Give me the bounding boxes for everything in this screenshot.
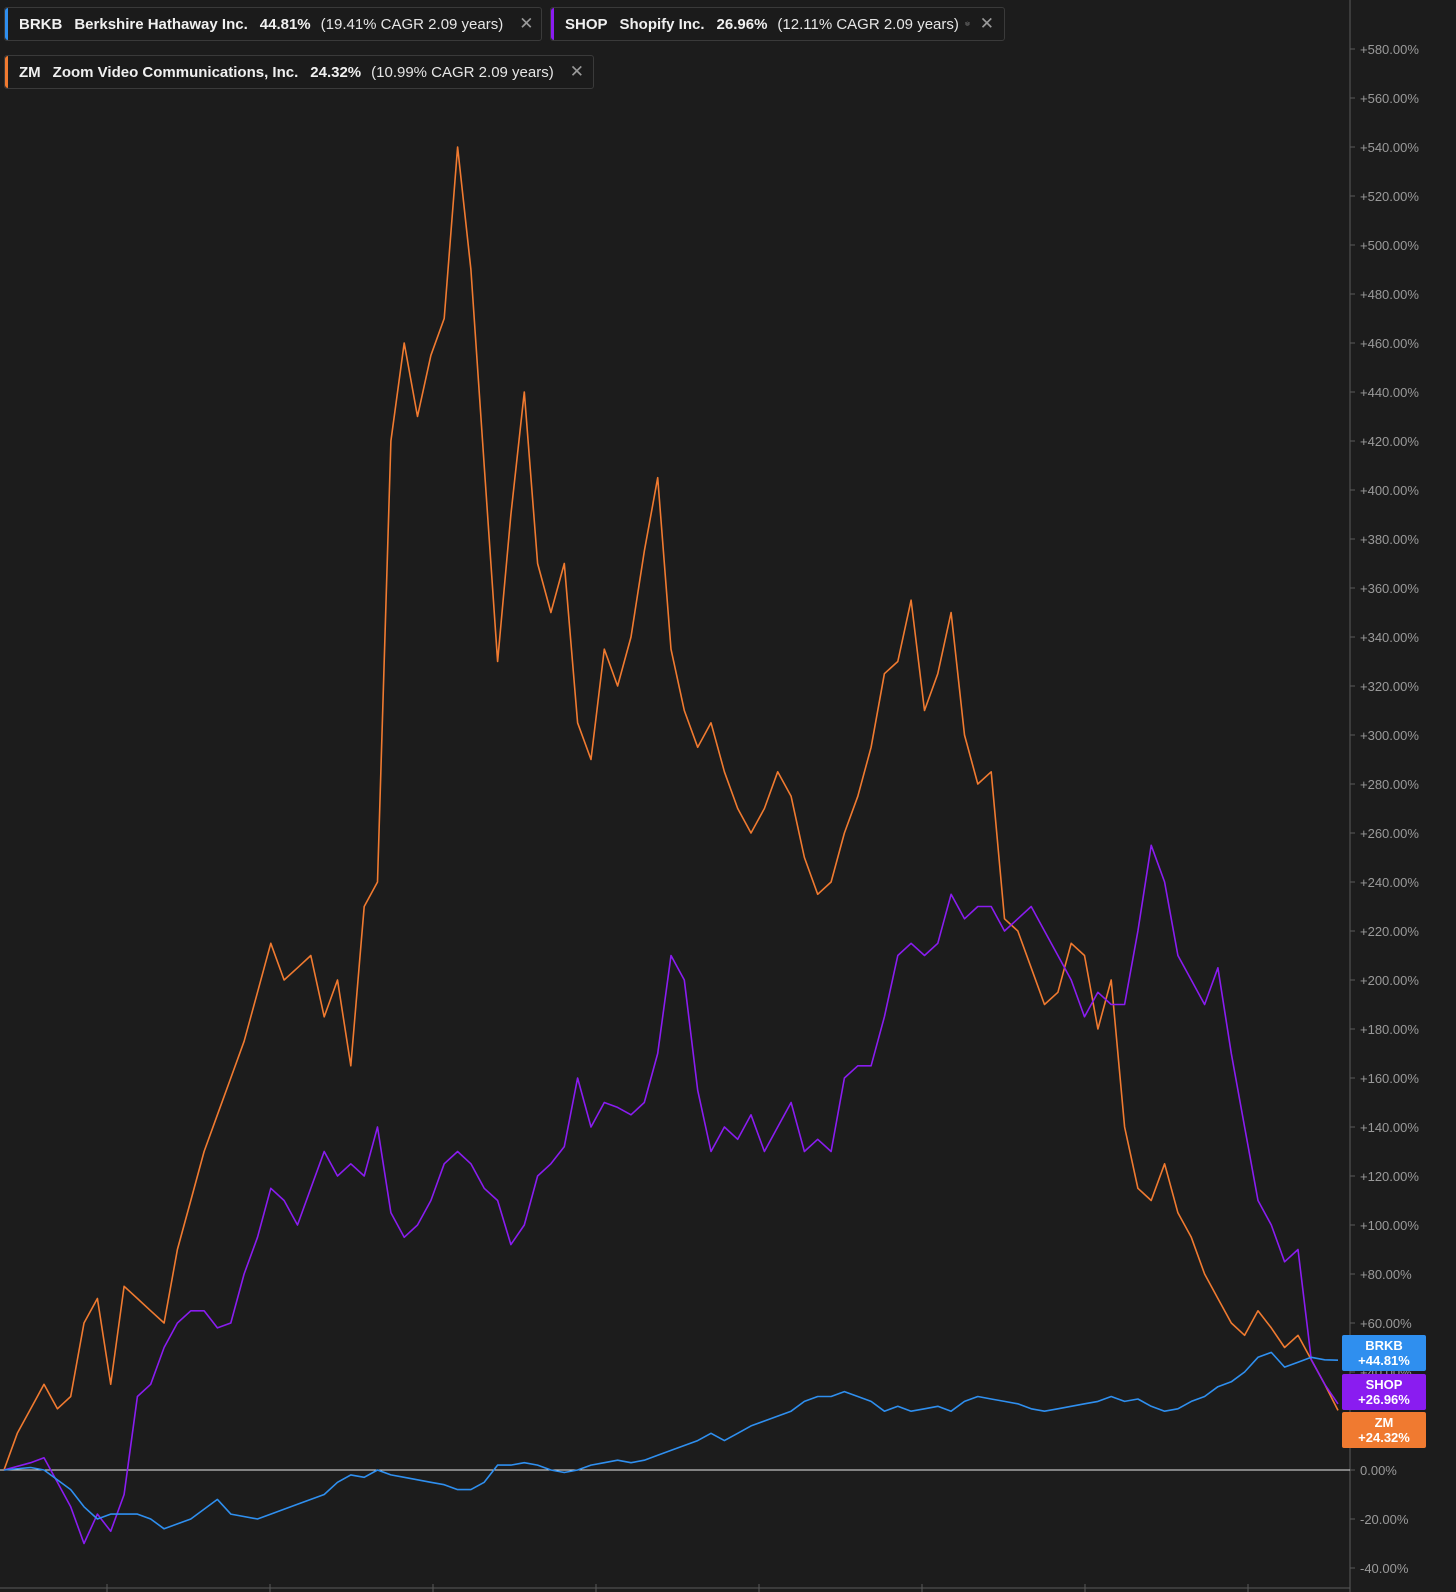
y-tick-label: +200.00%: [1360, 973, 1419, 988]
end-label-value: +26.96%: [1358, 1392, 1410, 1407]
series-color-swatch: [5, 56, 8, 88]
legend-symbol: SHOP: [565, 15, 608, 33]
y-tick-label: +480.00%: [1360, 287, 1419, 302]
y-tick-label: +580.00%: [1360, 42, 1419, 57]
y-tick-label: +220.00%: [1360, 924, 1419, 939]
y-tick-label: +260.00%: [1360, 826, 1419, 841]
legend-chip-shop[interactable]: SHOP Shopify Inc. 26.96% (12.11% CAGR 2.…: [550, 7, 1005, 41]
legend-name: Zoom Video Communications, Inc.: [52, 63, 299, 81]
end-label-symbol: SHOP: [1365, 1377, 1403, 1392]
y-tick-label: +120.00%: [1360, 1169, 1419, 1184]
y-tick-label: +300.00%: [1360, 728, 1419, 743]
legend-return: 24.32%: [310, 63, 362, 81]
series-color-swatch: [551, 8, 554, 40]
legend-name: Shopify Inc.: [619, 15, 705, 33]
end-label-symbol: BRKB: [1365, 1338, 1403, 1353]
end-label-symbol: ZM: [1374, 1415, 1394, 1430]
legend-chip-brkb[interactable]: BRKB Berkshire Hathaway Inc. 44.81% (19.…: [4, 7, 542, 41]
y-tick-label: +360.00%: [1360, 581, 1419, 596]
y-tick-label: +460.00%: [1360, 336, 1419, 351]
y-tick-label: +560.00%: [1360, 91, 1419, 106]
end-label-shop: SHOP +26.96%: [1342, 1374, 1426, 1410]
y-tick-label: +380.00%: [1360, 532, 1419, 547]
series-lines: [3, 146, 1339, 1545]
y-tick-label: +160.00%: [1360, 1071, 1419, 1086]
y-tick-label: +80.00%: [1360, 1267, 1412, 1282]
end-label-value: +24.32%: [1358, 1430, 1410, 1445]
stack-icon[interactable]: [964, 17, 970, 31]
y-tick-label: 0.00%: [1360, 1463, 1397, 1478]
legend-cagr: (10.99% CAGR 2.09 years): [371, 63, 554, 81]
close-icon[interactable]: ✕: [979, 14, 994, 33]
legend-name: Berkshire Hathaway Inc.: [74, 15, 248, 33]
end-label-zm: ZM +24.32%: [1342, 1412, 1426, 1448]
y-tick-label: +240.00%: [1360, 875, 1419, 890]
y-tick-label: +340.00%: [1360, 630, 1419, 645]
legend-return: 26.96%: [716, 15, 768, 33]
close-icon[interactable]: ✕: [569, 62, 584, 81]
end-label-value: +44.81%: [1358, 1353, 1410, 1368]
y-tick-label: +420.00%: [1360, 434, 1419, 449]
y-tick-label: +440.00%: [1360, 385, 1419, 400]
legend-symbol: BRKB: [19, 15, 63, 33]
end-label-brkb: BRKB +44.81%: [1342, 1335, 1426, 1371]
y-tick-label: +400.00%: [1360, 483, 1419, 498]
legend-chip-zm[interactable]: ZM Zoom Video Communications, Inc. 24.32…: [4, 55, 594, 89]
legend-return: 44.81%: [259, 15, 311, 33]
series-color-swatch: [5, 8, 8, 40]
y-tick-label: +100.00%: [1360, 1218, 1419, 1233]
y-tick-label: -20.00%: [1360, 1512, 1409, 1527]
y-tick-label: -40.00%: [1360, 1561, 1409, 1576]
y-tick-label: +180.00%: [1360, 1022, 1419, 1037]
x-axis: [0, 1584, 1350, 1592]
series-line-shop: [3, 844, 1339, 1545]
legend-symbol: ZM: [19, 63, 41, 81]
y-tick-label: +500.00%: [1360, 238, 1419, 253]
y-tick-label: +280.00%: [1360, 777, 1419, 792]
y-tick-label: +320.00%: [1360, 679, 1419, 694]
y-tick-label: +60.00%: [1360, 1316, 1412, 1331]
y-tick-label: +540.00%: [1360, 140, 1419, 155]
series-line-brkb: [3, 1351, 1339, 1530]
y-tick-label: +520.00%: [1360, 189, 1419, 204]
y-tick-label: +140.00%: [1360, 1120, 1419, 1135]
close-icon[interactable]: ✕: [519, 14, 534, 33]
series-line-zm: [3, 146, 1339, 1471]
legend-cagr: (12.11% CAGR 2.09 years): [777, 15, 959, 33]
legend-cagr: (19.41% CAGR 2.09 years): [320, 15, 504, 33]
